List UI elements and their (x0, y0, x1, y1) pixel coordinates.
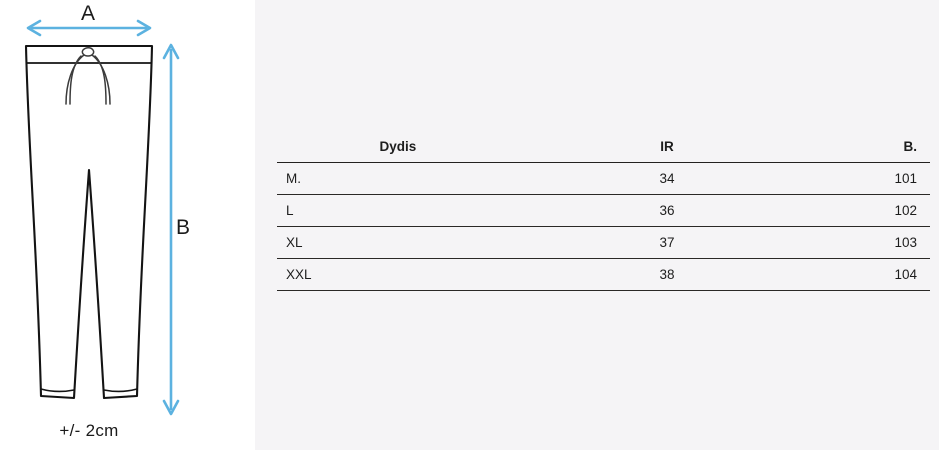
cell-b: 102 (777, 194, 930, 227)
pants-cuff-hems-icon (40, 388, 138, 393)
drawstring-icon (65, 47, 111, 105)
garment-diagram-panel: A B +/- 2cm (0, 0, 255, 450)
cell-ir: 38 (560, 258, 778, 291)
column-header-b: B. (777, 133, 930, 163)
cell-ir: 34 (560, 162, 778, 195)
size-table-panel: Dydis IR B. M. 34 101 L 36 102 XL (255, 0, 939, 450)
dimension-a-label: A (80, 2, 95, 25)
size-table: Dydis IR B. M. 34 101 L 36 102 XL (277, 133, 930, 291)
table-header-row: Dydis IR B. (277, 133, 930, 163)
cell-b: 104 (777, 258, 930, 291)
cell-size: L (277, 194, 561, 227)
cell-size: XXL (277, 258, 561, 291)
dimension-arrow-b-icon (162, 43, 180, 416)
sweatpants-diagram (24, 19, 180, 416)
cell-size: M. (277, 162, 561, 195)
cell-b: 101 (777, 162, 930, 195)
dimension-arrow-a-icon (26, 19, 152, 37)
cell-ir: 37 (560, 226, 778, 259)
cell-ir: 36 (560, 194, 778, 227)
table-row: M. 34 101 (277, 162, 930, 195)
tolerance-note: +/- 2cm (59, 421, 119, 440)
pants-outline-icon (24, 44, 154, 400)
cell-size: XL (277, 226, 561, 259)
dimension-b-label: B (176, 216, 191, 239)
table-row: XL 37 103 (277, 226, 930, 259)
size-table-head: Dydis IR B. (277, 133, 930, 163)
cell-b: 103 (777, 226, 930, 259)
table-row: XXL 38 104 (277, 258, 930, 291)
column-header-size: Dydis (277, 133, 561, 163)
size-table-body: M. 34 101 L 36 102 XL 37 103 XXL 38 (277, 162, 930, 291)
table-row: L 36 102 (277, 194, 930, 227)
column-header-ir: IR (560, 133, 778, 163)
